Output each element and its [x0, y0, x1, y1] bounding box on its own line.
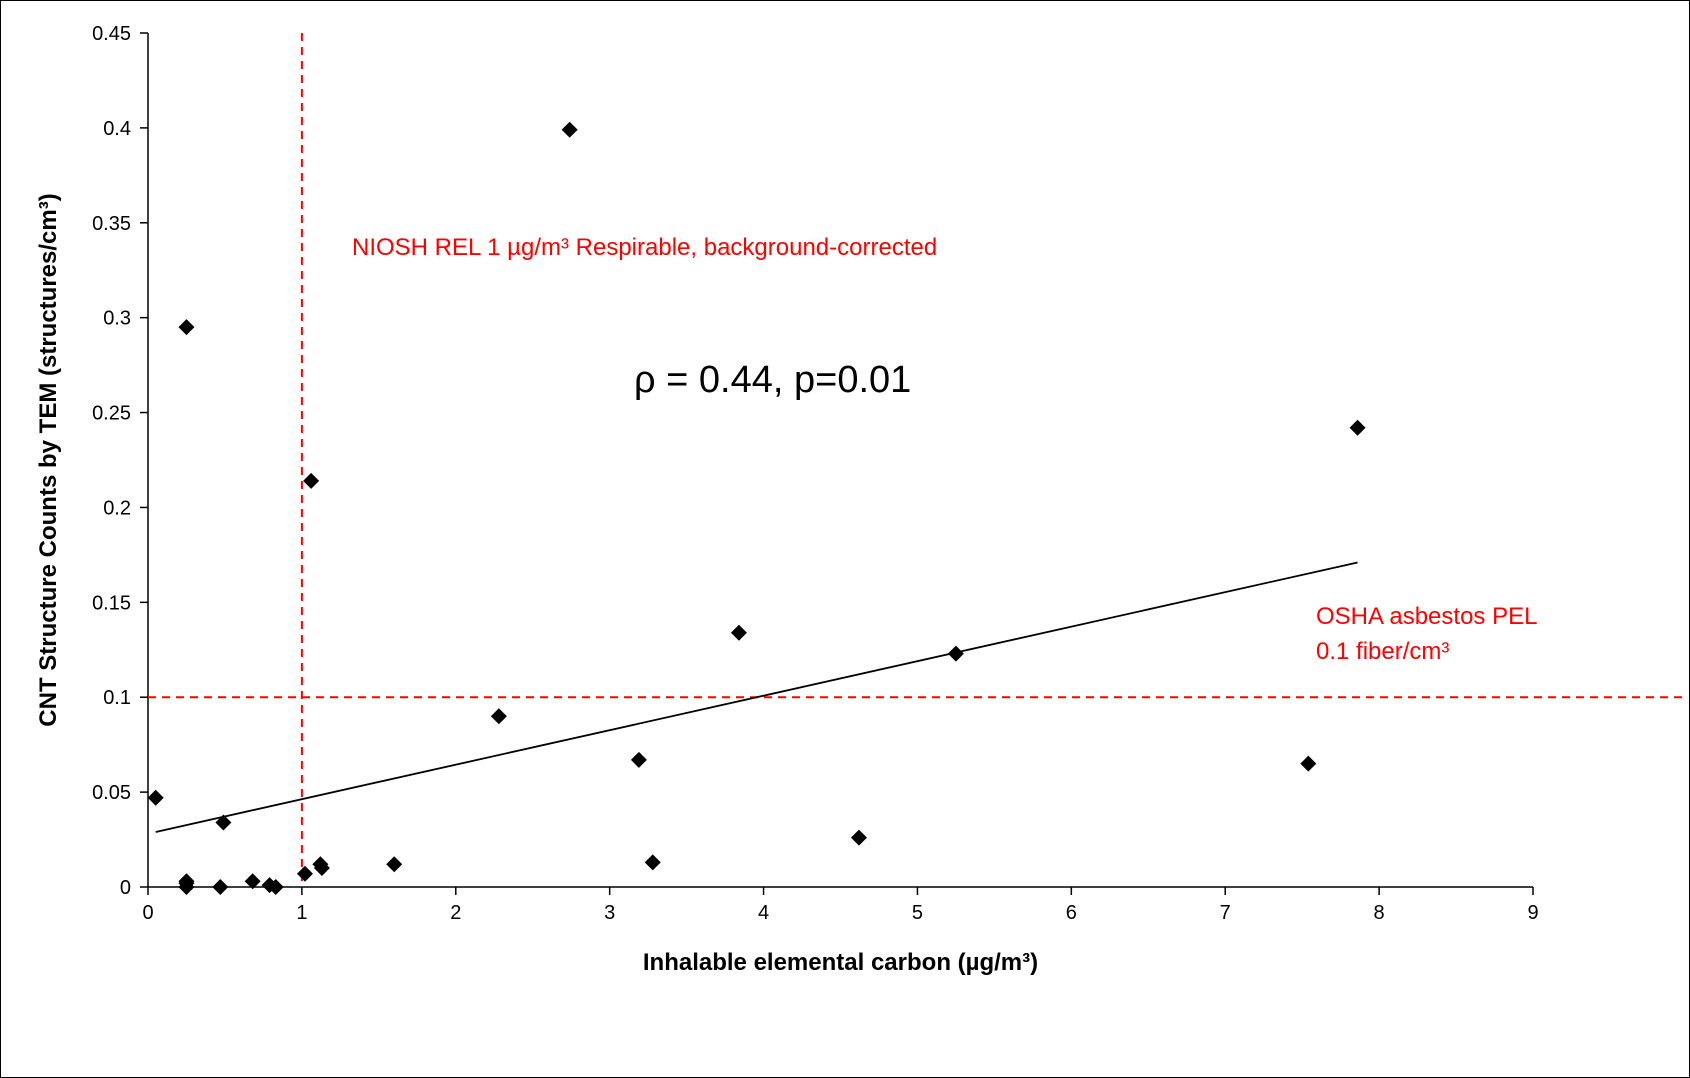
- osha-pel-label-line2: 0.1 fiber/cm³: [1316, 638, 1449, 665]
- x-tick-label: 4: [758, 902, 769, 924]
- data-point-diamond: [386, 856, 403, 873]
- trendline-group: [155, 561, 1358, 833]
- y-ticks: 0 0.05 0.1 0.15 0.2 0.25 0.3 0.35 0.4 0.45: [92, 23, 148, 899]
- y-tick-label: 0.3: [103, 308, 131, 330]
- data-point-diamond: [850, 829, 867, 846]
- y-tick-label: 0.25: [92, 403, 131, 425]
- data-point-diamond: [147, 789, 164, 806]
- data-point-diamond: [303, 472, 320, 489]
- osha-pel-label-line1: OSHA asbestos PEL: [1316, 603, 1537, 630]
- data-point-diamond: [215, 814, 232, 831]
- data-point-diamond: [178, 319, 195, 336]
- data-points: [147, 121, 1366, 895]
- data-point-diamond: [947, 645, 964, 662]
- x-tick-label: 1: [296, 902, 307, 924]
- y-tick-label: 0.05: [92, 782, 131, 804]
- x-tick-label: 0: [142, 902, 153, 924]
- y-tick-label: 0.35: [92, 213, 131, 235]
- y-tick-label: 0: [120, 877, 131, 899]
- x-tick-label: 7: [1220, 902, 1231, 924]
- correlation-annotation: ρ = 0.44, p=0.01: [634, 359, 911, 401]
- y-tick-label: 0.2: [103, 497, 131, 519]
- x-tick-label: 8: [1374, 902, 1385, 924]
- data-point-diamond: [1300, 755, 1317, 772]
- trendline: [155, 561, 1358, 833]
- y-axis-title: CNT Structure Counts by TEM (structures/…: [35, 193, 62, 726]
- data-point-diamond: [244, 873, 261, 890]
- data-point-diamond: [730, 624, 747, 641]
- data-point-diamond: [644, 854, 661, 871]
- y-tick-label: 0.1: [103, 687, 131, 709]
- data-point-diamond: [267, 879, 284, 895]
- x-tick-label: 6: [1066, 902, 1077, 924]
- x-ticks: 0 1 2 3 4 5 6 7 8 9: [142, 887, 1539, 924]
- data-point-diamond: [296, 865, 313, 882]
- axes: [147, 33, 1533, 888]
- data-point-diamond: [212, 879, 229, 895]
- y-tick-label: 0.15: [92, 592, 131, 614]
- x-tick-label: 3: [604, 902, 615, 924]
- y-tick-label: 0.4: [103, 118, 131, 140]
- data-point-diamond: [490, 708, 507, 725]
- data-point-diamond: [630, 751, 647, 768]
- data-point-diamond: [1349, 419, 1366, 436]
- data-point-diamond: [178, 879, 195, 895]
- x-tick-label: 5: [912, 902, 923, 924]
- y-tick-label: 0.45: [92, 23, 131, 45]
- reference-lines: [148, 33, 1688, 887]
- data-point-diamond: [561, 121, 578, 138]
- data-point-diamond: [313, 860, 330, 877]
- x-tick-label: 9: [1527, 902, 1538, 924]
- niosh-rel-label: NIOSH REL 1 µg/m³ Respirable, background…: [352, 234, 937, 261]
- x-axis-title: Inhalable elemental carbon (µg/m³): [643, 949, 1038, 976]
- x-tick-label: 2: [450, 902, 461, 924]
